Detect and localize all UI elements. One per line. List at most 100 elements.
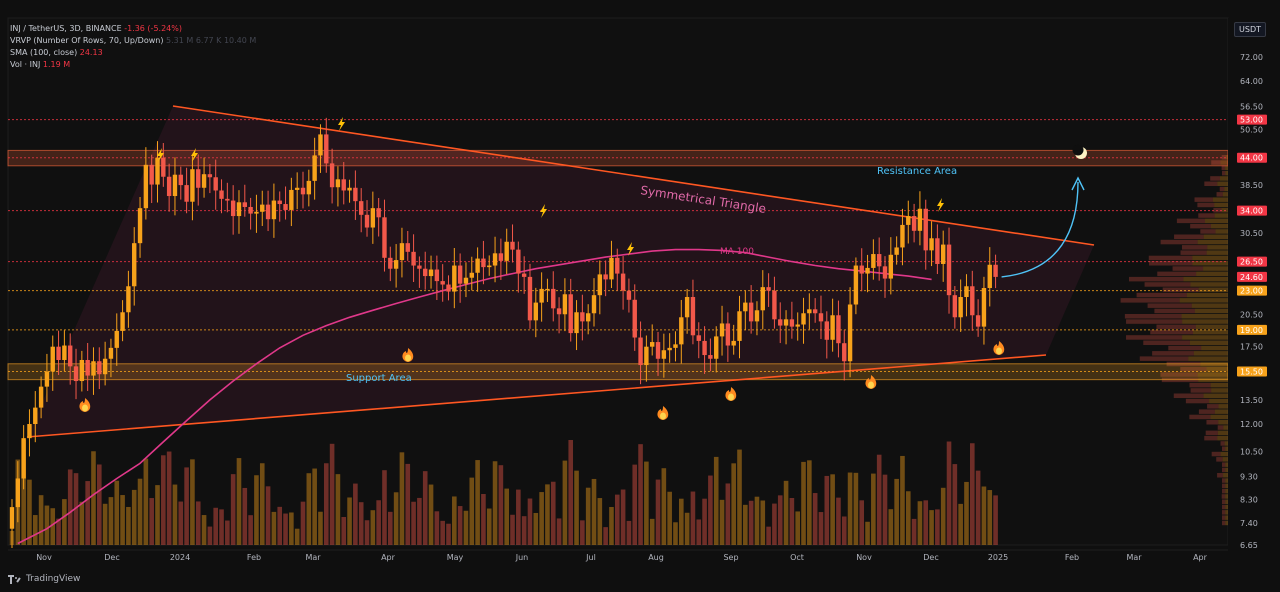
volume-profile-bar-down xyxy=(1221,155,1226,160)
volume-profile-bar-down xyxy=(1168,345,1202,351)
candle-down xyxy=(446,275,451,301)
volume-profile-bar-down xyxy=(1120,298,1180,303)
currency-button[interactable]: USDT xyxy=(1234,22,1266,37)
candle-down xyxy=(620,256,626,310)
volume-bar-down xyxy=(166,451,172,545)
legend-symbol-row[interactable]: INJ / TetherUS, 3D, BINANCE -1.36 (-5.24… xyxy=(10,23,256,35)
candle-up xyxy=(137,197,143,258)
candle-down xyxy=(708,338,713,372)
candle-body xyxy=(318,134,323,156)
candle-up xyxy=(830,298,835,352)
candle-body xyxy=(702,340,707,356)
candle-down xyxy=(230,185,236,235)
fire-icon xyxy=(657,406,669,420)
candle-down xyxy=(551,271,556,322)
volume-profile-bar-down xyxy=(1136,292,1187,298)
fire-icon xyxy=(402,348,414,362)
projection-arrow xyxy=(1001,181,1079,278)
candle-up xyxy=(114,313,119,366)
volume-bar-up xyxy=(713,456,719,545)
candle-up xyxy=(120,300,125,342)
candle-down xyxy=(626,278,632,313)
volume-profile-bar-up xyxy=(1179,298,1228,303)
candle-up xyxy=(906,200,911,244)
legend-vol-row[interactable]: Vol · INJ 1.19 M xyxy=(10,59,256,71)
volume-profile-bar-up xyxy=(1217,430,1228,436)
candle-body xyxy=(405,243,410,252)
volume-bar-down xyxy=(725,483,731,545)
candle-body xyxy=(399,243,405,261)
candle-body xyxy=(871,254,876,268)
volume-bar-down xyxy=(225,520,230,545)
legend-sma-row[interactable]: SMA (100, close) 24.13 xyxy=(10,47,256,59)
candle-down xyxy=(510,224,515,263)
volume-bar-down xyxy=(178,501,184,545)
volume-bar-down xyxy=(766,526,771,545)
volume-bar-up xyxy=(126,506,131,545)
candle-body xyxy=(440,281,445,285)
volume-bar-down xyxy=(923,500,929,545)
volume-profile-bar-down xyxy=(1207,404,1219,409)
fire-icon xyxy=(79,398,91,412)
volume-bar-down xyxy=(824,475,830,545)
candle-body xyxy=(306,180,312,195)
candle-down xyxy=(993,254,998,289)
fire-icon-inner xyxy=(728,393,734,401)
price-tick-label: 56.50 xyxy=(1240,102,1263,111)
candle-body xyxy=(533,302,538,321)
candle-down xyxy=(440,264,445,302)
volume-bar-up xyxy=(306,473,312,545)
candle-down xyxy=(516,241,521,293)
candle-body xyxy=(44,371,50,387)
candle-up xyxy=(201,157,207,198)
tradingview-footer[interactable]: TradingView xyxy=(8,574,80,584)
volume-profile-bar-down xyxy=(1217,473,1224,478)
candle-body xyxy=(743,302,748,312)
candle-body xyxy=(748,302,754,322)
candle-down xyxy=(859,248,864,292)
candle-down xyxy=(283,186,288,220)
volume-bar-down xyxy=(568,440,574,545)
volume-bar-up xyxy=(585,487,591,545)
volume-bar-down xyxy=(626,520,632,545)
candle-up xyxy=(964,274,969,317)
candle-up xyxy=(894,236,899,265)
candle-down xyxy=(248,197,253,230)
volume-bar-down xyxy=(580,520,585,545)
volume-bar-up xyxy=(190,459,195,545)
volume-bar-up xyxy=(667,491,672,545)
volume-profile-bar-down xyxy=(1222,499,1226,504)
volume-bar-down xyxy=(149,498,154,545)
candle-body xyxy=(551,288,556,309)
candle-body xyxy=(300,187,306,195)
candle-body xyxy=(108,347,114,359)
candle-down xyxy=(341,162,346,205)
volume-profile-bar-up xyxy=(1218,420,1228,425)
fire-icon-inner xyxy=(405,354,411,362)
candle-up xyxy=(492,236,498,283)
candle-up xyxy=(760,270,765,330)
volume-bar-down xyxy=(73,473,79,545)
candle-up xyxy=(737,295,742,359)
volume-profile-bar-up xyxy=(1206,250,1228,255)
candle-body xyxy=(9,507,15,529)
volume-profile-bar-up xyxy=(1209,398,1228,404)
volume-bar-down xyxy=(405,463,411,545)
volume-profile-bar-down xyxy=(1222,520,1226,526)
volume-profile-bar-down xyxy=(1147,303,1192,308)
candle-up xyxy=(50,335,55,391)
volume-bar-down xyxy=(556,518,562,545)
volume-bar-up xyxy=(21,440,26,545)
price-tick-label: 20.50 xyxy=(1240,310,1263,319)
volume-bar-up xyxy=(539,492,544,545)
volume-bar-down xyxy=(772,503,777,545)
candle-body xyxy=(684,297,690,318)
volume-profile-bar-down xyxy=(1181,245,1208,250)
volume-profile-bar-down xyxy=(1143,340,1190,345)
volume-profile-bar-down xyxy=(1222,462,1226,467)
volume-profile-bar-up xyxy=(1192,255,1228,261)
legend-vrvp-row[interactable]: VRVP (Number Of Rows, 70, Up/Down) 5.31 … xyxy=(10,35,256,47)
volume-profile-bar-up xyxy=(1214,213,1228,218)
